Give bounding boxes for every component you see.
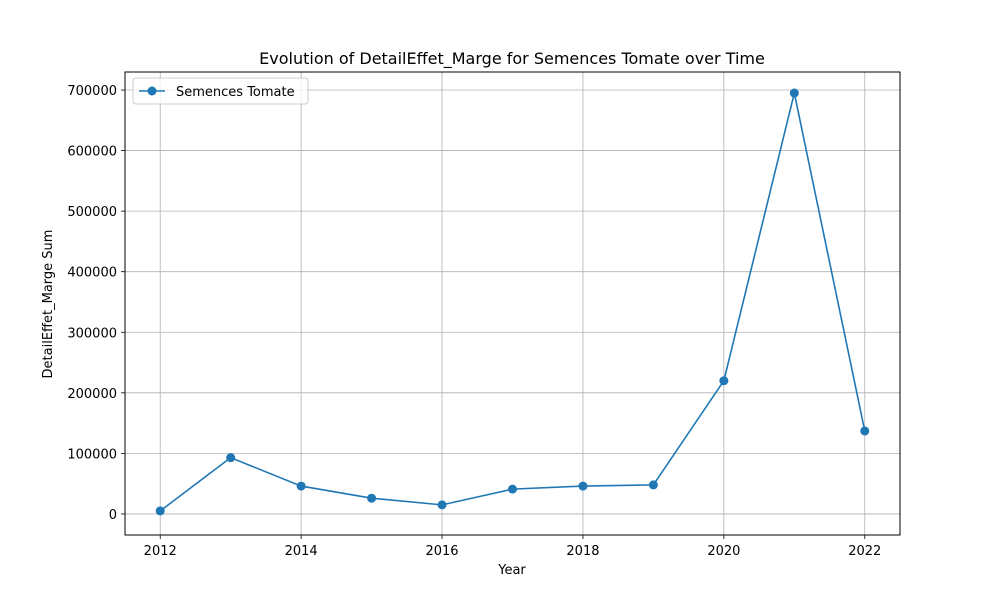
data-point xyxy=(296,481,306,491)
x-axis-label: Year xyxy=(497,563,526,578)
plot-area-frame xyxy=(124,71,901,536)
legend-box xyxy=(132,77,309,105)
data-point xyxy=(367,493,377,503)
x-tick-label: 2012 xyxy=(144,544,177,559)
data-point xyxy=(508,484,517,494)
chart-title: Evolution of DetailEffet_Marge for Semen… xyxy=(259,49,765,69)
plot-data xyxy=(155,88,870,516)
data-point xyxy=(437,500,447,510)
y-tick-label: 100000 xyxy=(67,447,117,462)
data-point xyxy=(155,506,165,516)
data-point xyxy=(648,480,658,490)
y-tick-label: 0 xyxy=(109,508,117,523)
y-tick-label: 200000 xyxy=(67,387,117,402)
data-point xyxy=(226,453,236,463)
y-tick-label: 300000 xyxy=(67,326,117,341)
data-point xyxy=(789,88,799,98)
grid-lines xyxy=(125,72,900,535)
y-tick-label: 600000 xyxy=(67,145,117,160)
y-tick-label: 500000 xyxy=(67,205,117,220)
data-point xyxy=(719,376,729,386)
x-tick-label: 2022 xyxy=(848,544,881,559)
data-point xyxy=(860,426,870,436)
legend: Semences Tomate xyxy=(132,77,309,105)
y-tick-label: 700000 xyxy=(67,84,117,99)
x-tick-label: 2018 xyxy=(566,544,599,559)
y-axis-label: DetailEffet_Marge Sum xyxy=(41,230,56,379)
axis-ticks: 2012 2014 2016 2018 2020 2022 0 100000 200000 300… xyxy=(67,84,881,559)
x-tick-label: 2016 xyxy=(425,544,458,559)
series-line xyxy=(159,92,866,512)
x-tick-label: 2014 xyxy=(285,544,318,559)
legend-dot-marker xyxy=(147,86,157,96)
x-tick-label: 2020 xyxy=(707,544,740,559)
legend-label: Semences Tomate xyxy=(176,85,295,100)
y-tick-label: 400000 xyxy=(67,266,117,281)
data-point xyxy=(578,481,588,491)
